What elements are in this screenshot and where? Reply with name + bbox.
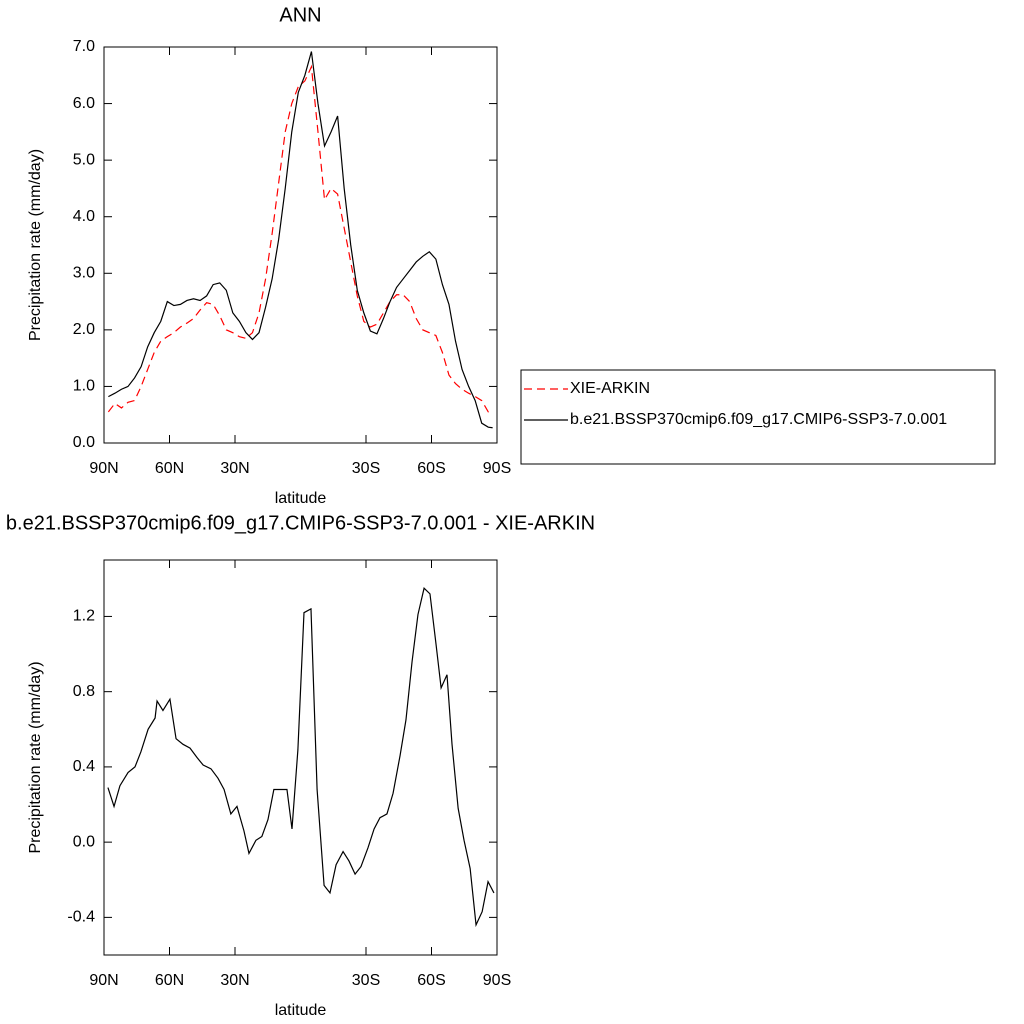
legend: XIE-ARKIN b.e21.BSSP370cmip6.f09_g17.CMIP… — [520, 369, 996, 465]
panel: b.e21.BSSP370cmip6.f09_g17.CMIP6-SSP3-7.… — [6, 512, 595, 1019]
y-axis-label: Precipitation rate (mm/day) — [27, 661, 44, 853]
y-tick-label: -0.4 — [67, 909, 95, 926]
y-tick-label: 0.0 — [73, 434, 95, 451]
data-line — [107, 64, 493, 415]
x-axis-label: latitude — [275, 1002, 327, 1019]
x-tick-label: 90S — [483, 460, 511, 477]
x-tick-label: 90S — [483, 972, 511, 989]
x-tick-label: 30S — [352, 460, 380, 477]
plot-frame — [103, 559, 498, 956]
y-tick-label: 0.4 — [73, 758, 95, 775]
plot-frame — [103, 46, 498, 444]
y-tick-label: 0.8 — [73, 683, 95, 700]
chart-title: ANN — [279, 4, 321, 26]
x-tick-label: 30N — [220, 972, 249, 989]
y-tick-label: 5.0 — [73, 151, 95, 168]
y-tick-label: 6.0 — [73, 95, 95, 112]
chart-title: b.e21.BSSP370cmip6.f09_g17.CMIP6-SSP3-7.… — [6, 512, 595, 534]
legend-box — [520, 369, 996, 465]
legend-label: b.e21.BSSP370cmip6.f09_g17.CMIP6-SSP3-7.… — [570, 411, 947, 428]
y-tick-label: 1.0 — [73, 378, 95, 395]
panel: ANN latitude Precipitation rate (mm/day) 0.… — [27, 4, 996, 507]
y-tick-label: 2.0 — [73, 321, 95, 338]
data-line — [107, 587, 495, 928]
x-tick-label: 90N — [89, 460, 118, 477]
y-tick-label: 0.0 — [73, 833, 95, 850]
data-line — [108, 51, 493, 429]
legend-label: XIE-ARKIN — [570, 380, 650, 397]
x-tick-label: 90N — [89, 972, 118, 989]
y-axis-label: Precipitation rate (mm/day) — [27, 149, 44, 341]
x-tick-label: 30N — [220, 460, 249, 477]
x-tick-label: 60S — [417, 972, 445, 989]
y-tick-label: 3.0 — [73, 265, 95, 282]
x-tick-label: 30S — [352, 972, 380, 989]
x-tick-label: 60S — [417, 460, 445, 477]
y-tick-label: 4.0 — [73, 208, 95, 225]
x-tick-label: 60N — [155, 972, 184, 989]
x-axis-label: latitude — [275, 490, 327, 507]
y-tick-label: 7.0 — [73, 38, 95, 55]
y-tick-label: 1.2 — [73, 608, 95, 625]
x-tick-label: 60N — [155, 460, 184, 477]
